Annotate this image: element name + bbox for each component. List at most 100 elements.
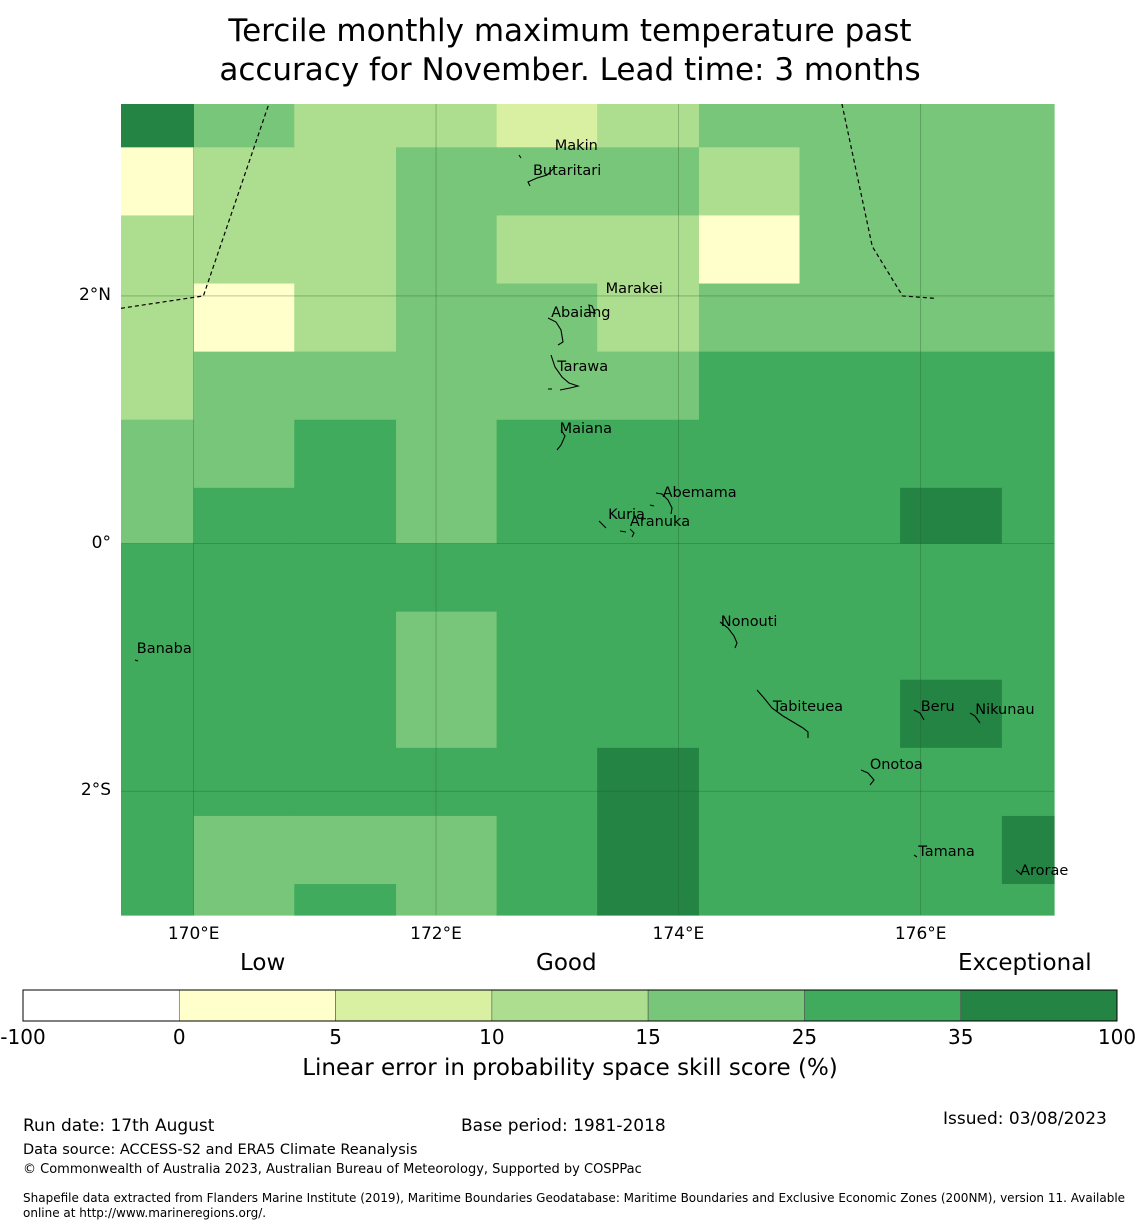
category-exceptional: Exceptional — [958, 950, 1092, 976]
eez-boundaries — [120, 103, 936, 309]
colorbar-frame — [22, 989, 1118, 1022]
grid-cell — [294, 351, 397, 421]
grid-cell — [193, 679, 295, 749]
category-good: Good — [536, 950, 597, 976]
place-label: Abemama — [662, 485, 737, 502]
island-outline — [134, 659, 139, 662]
grid-cell — [396, 419, 498, 489]
island-outline — [860, 769, 875, 786]
lat-tick-label: 2°N — [78, 284, 111, 305]
graticule — [121, 104, 1054, 915]
grid-cell — [396, 487, 498, 545]
lat-tick-label: 2°S — [80, 780, 111, 801]
grid-cell — [1001, 487, 1055, 545]
grid-cell — [121, 884, 195, 916]
grid-cell — [698, 543, 801, 613]
grid-cell — [496, 611, 598, 681]
place-label: Nikunau — [975, 701, 1035, 718]
place-label: Tamana — [918, 844, 975, 861]
grid-cell — [799, 283, 901, 353]
grid-cell — [597, 611, 700, 681]
grid-cell — [900, 351, 1003, 421]
grid-cell — [193, 104, 295, 148]
place-label: Marakei — [605, 280, 663, 297]
grid-cell — [1001, 679, 1055, 749]
place-label: Beru — [920, 699, 955, 716]
grid-cell — [799, 487, 901, 545]
base-period: Base period: 1981-2018 — [461, 1116, 666, 1136]
grid-cell — [799, 815, 901, 885]
grid-cell — [698, 487, 801, 545]
grid-cell — [698, 419, 801, 489]
place-label: Tabiteuea — [772, 699, 844, 716]
grid-cell — [1001, 351, 1055, 421]
grid-cell — [900, 104, 1003, 148]
grid-cell — [900, 419, 1003, 489]
grid-cell — [698, 815, 801, 885]
grid-cell — [193, 283, 295, 353]
grid-cell — [294, 543, 397, 613]
grid-cell — [597, 351, 700, 421]
grid-cell — [193, 611, 295, 681]
grid-cell — [698, 283, 801, 353]
grid-cell — [698, 747, 801, 817]
grid-cell — [496, 147, 598, 217]
place-label: Banaba — [136, 641, 192, 658]
title-line-1: Tercile monthly maximum temperature past — [228, 13, 912, 49]
place-label: Maiana — [559, 420, 613, 437]
run-date: Run date: 17th August — [23, 1116, 215, 1136]
colorbar-tick-label: 35 — [947, 1025, 974, 1049]
grid-cell — [121, 815, 195, 885]
grid-cell — [396, 351, 498, 421]
place-label: Makin — [554, 138, 598, 155]
grid-cell — [597, 419, 700, 489]
grid-cell — [799, 747, 901, 817]
grid-cell — [1001, 104, 1055, 148]
colorbar-segment — [804, 989, 962, 1022]
island-outline — [518, 154, 522, 159]
grid-cell — [799, 543, 901, 613]
grid-cell — [496, 543, 598, 613]
island-outline — [719, 621, 738, 649]
grid-cell — [294, 487, 397, 545]
grid-cell — [294, 215, 397, 285]
grid-cell — [496, 679, 598, 749]
place-label: Onotoa — [869, 757, 923, 774]
island-outline — [913, 854, 918, 858]
grid-cell — [121, 611, 195, 681]
grid-cell — [396, 215, 498, 285]
grid-cell — [698, 611, 801, 681]
grid-cell — [396, 747, 498, 817]
grid-cell — [121, 351, 195, 421]
grid-cell — [121, 747, 195, 817]
grid-cell — [193, 815, 295, 885]
grid-cell — [294, 747, 397, 817]
map-title: Tercile monthly maximum temperature past… — [0, 12, 1140, 90]
grid-cell — [496, 815, 598, 885]
skill-grid — [121, 104, 1055, 916]
grid-cell — [396, 147, 498, 217]
lon-tick-label: 176°E — [894, 924, 947, 944]
island-outline — [527, 167, 555, 187]
grid-cell — [294, 815, 397, 885]
grid-cell — [396, 884, 498, 916]
colorbar-tick-label: 25 — [791, 1025, 818, 1049]
grid-cell — [496, 351, 598, 421]
grid-cell — [1001, 283, 1055, 353]
grid-cell — [597, 104, 700, 148]
grid-cell — [1001, 611, 1055, 681]
island-outline — [1015, 869, 1022, 875]
grid-cell — [698, 215, 801, 285]
grid-cell — [193, 147, 295, 217]
grid-cell — [597, 487, 700, 545]
grid-cell — [900, 147, 1003, 217]
colorbar-segment — [647, 989, 805, 1022]
grid-cell — [294, 147, 397, 217]
island-outline — [548, 354, 580, 391]
grid-cell — [396, 543, 498, 613]
grid-cell — [597, 543, 700, 613]
colorbar-segment — [960, 989, 1118, 1022]
grid-cell — [698, 104, 801, 148]
colorbar-segment — [335, 989, 493, 1022]
eez-boundary-line — [120, 103, 270, 309]
